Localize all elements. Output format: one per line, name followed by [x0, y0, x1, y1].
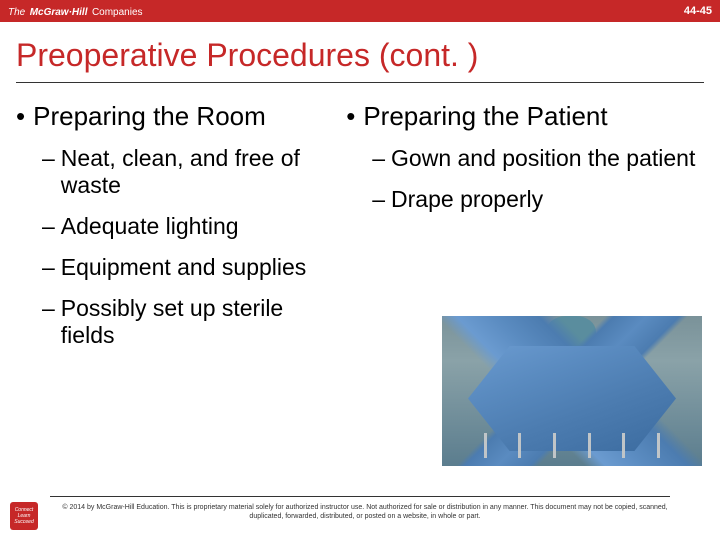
tool-icon	[553, 433, 556, 458]
title-underline	[16, 82, 704, 83]
surgical-tools	[468, 428, 676, 458]
dash-icon: –	[372, 186, 385, 213]
brand-suffix: Companies	[92, 7, 143, 18]
left-item-1-text: Adequate lighting	[61, 213, 239, 240]
dash-icon: –	[42, 145, 55, 172]
dash-icon: –	[42, 254, 55, 281]
bullet-dot: •	[346, 101, 355, 131]
tool-icon	[588, 433, 591, 458]
left-item-3: – Possibly set up sterile fields	[42, 295, 326, 349]
right-item-1: – Drape properly	[372, 186, 704, 213]
page-number: 44-45	[684, 5, 712, 17]
bullet-dot: •	[16, 101, 25, 131]
tool-icon	[484, 433, 487, 458]
right-item-1-text: Drape properly	[391, 186, 543, 213]
right-item-0-text: Gown and position the patient	[391, 145, 695, 172]
right-item-0: – Gown and position the patient	[372, 145, 704, 172]
left-heading-bullet: • Preparing the Room	[16, 101, 326, 131]
left-item-3-text: Possibly set up sterile fields	[61, 295, 326, 349]
brand-prefix: The	[8, 7, 25, 18]
dash-icon: –	[42, 213, 55, 240]
tool-icon	[518, 433, 521, 458]
right-heading: Preparing the Patient	[363, 101, 607, 131]
tool-icon	[657, 433, 660, 458]
surgical-drape-image	[442, 316, 702, 466]
footer: Connect Learn Succeed © 2014 by McGraw-H…	[0, 492, 720, 540]
left-item-0: – Neat, clean, and free of waste	[42, 145, 326, 199]
brand-logo-text: The McGraw·Hill Companies	[8, 2, 143, 20]
brand-name: McGraw·Hill	[30, 7, 88, 18]
tool-icon	[622, 433, 625, 458]
slide-title: Preoperative Procedures (cont. )	[0, 22, 720, 82]
footer-logo: Connect Learn Succeed	[10, 502, 38, 530]
copyright-text: © 2014 by McGraw-Hill Education. This is…	[0, 497, 720, 521]
left-item-2-text: Equipment and supplies	[61, 254, 307, 281]
image-background	[442, 316, 702, 466]
footer-logo-text: Connect Learn Succeed	[10, 507, 38, 525]
top-brand-bar: The McGraw·Hill Companies 44-45	[0, 0, 720, 22]
left-column: • Preparing the Room – Neat, clean, and …	[16, 101, 346, 363]
dash-icon: –	[372, 145, 385, 172]
right-heading-bullet: • Preparing the Patient	[346, 101, 704, 131]
dash-icon: –	[42, 295, 55, 322]
left-item-2: – Equipment and supplies	[42, 254, 326, 281]
left-heading: Preparing the Room	[33, 101, 266, 131]
left-item-0-text: Neat, clean, and free of waste	[61, 145, 326, 199]
left-item-1: – Adequate lighting	[42, 213, 326, 240]
